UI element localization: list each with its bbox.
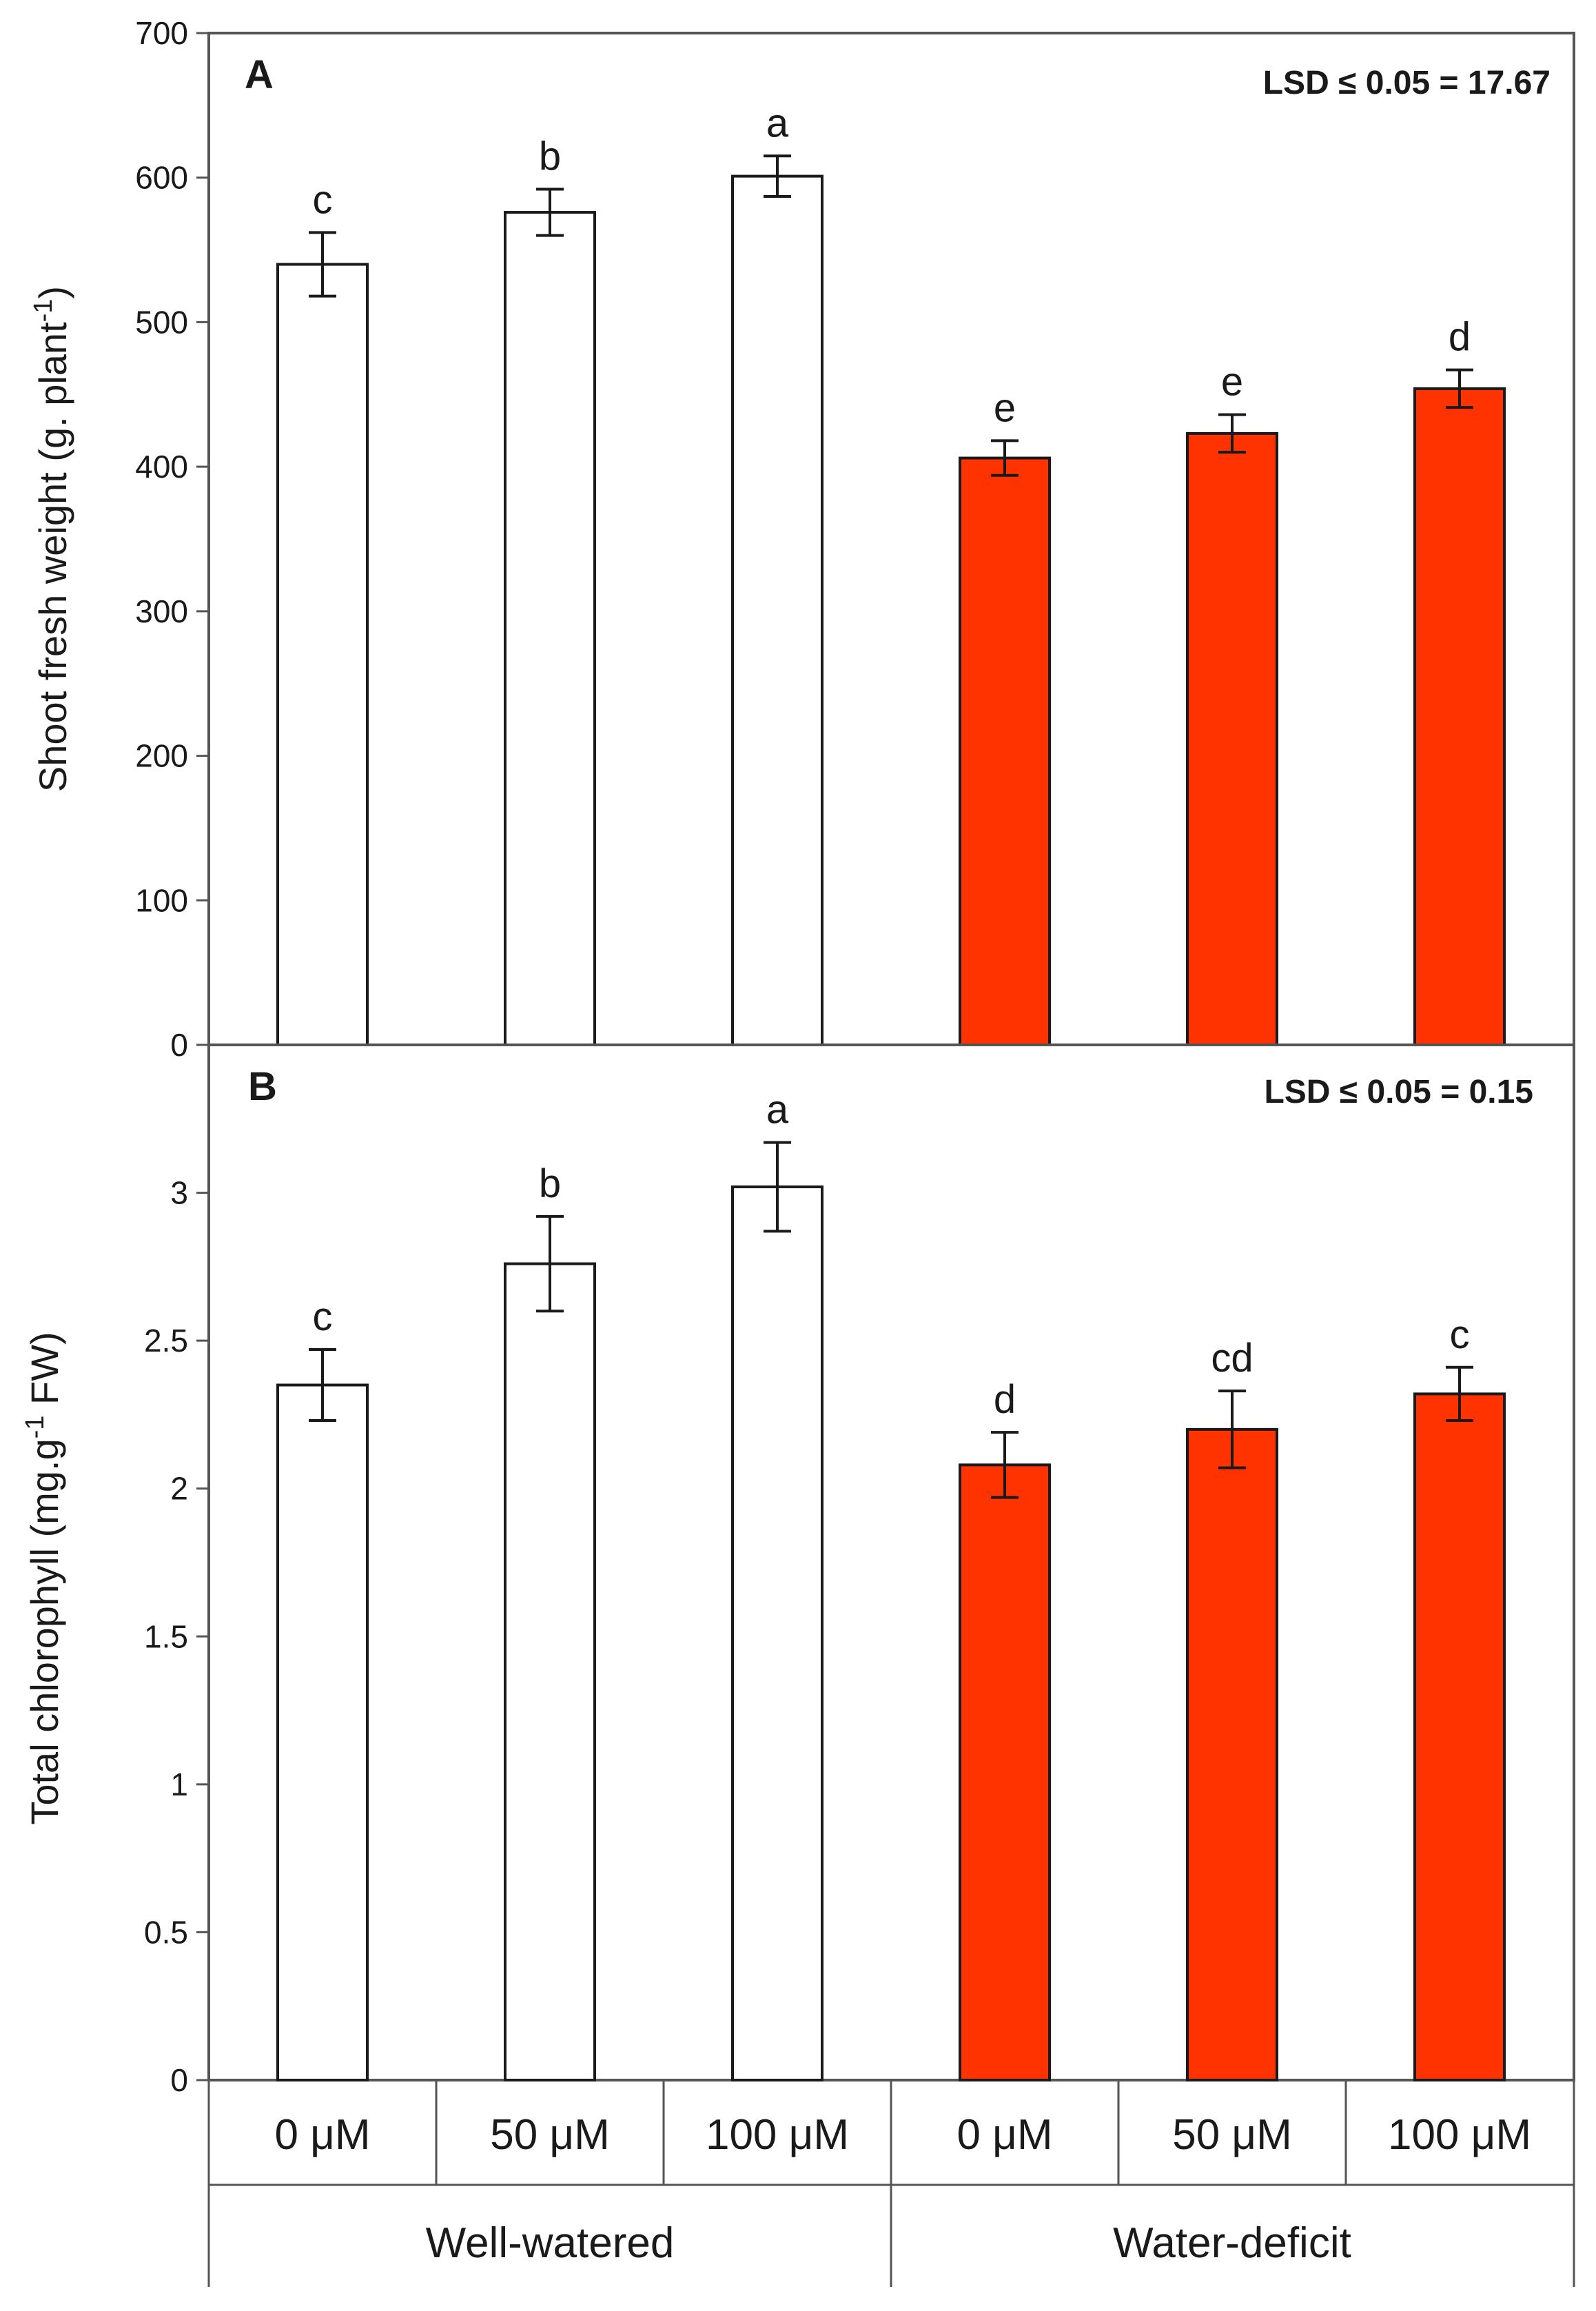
significance-letter: e	[1221, 360, 1243, 405]
bar	[276, 263, 369, 1046]
significance-letter: d	[1449, 315, 1471, 360]
y-tick-label: 600	[135, 160, 188, 196]
y-tick-label: 700	[135, 15, 188, 51]
error-bar	[764, 154, 791, 198]
panel-b-label: B	[248, 1064, 277, 1109]
bar	[1413, 1392, 1506, 2081]
panel-a-y-axis-label: Shoot fresh weight (g. plant-1)	[29, 286, 74, 792]
error-bar	[536, 1214, 564, 1313]
panel-a-y-axis: 0 100 200 300 400 500 600 700	[135, 15, 209, 1063]
bar	[731, 174, 823, 1046]
panel-a-y-label-main: Shoot fresh weight (g. plant	[31, 322, 74, 792]
y-tick-label: 500	[135, 304, 188, 340]
y-tick-label: 100	[135, 882, 188, 918]
error-bar	[536, 187, 564, 237]
significance-letter: b	[539, 134, 561, 179]
y-tick-label: 400	[135, 449, 188, 485]
panel-b-y-label-sup: -1	[21, 1416, 50, 1439]
panel-a-label: A	[245, 52, 274, 97]
panel-a: 0 100 200 300 400 500 600 700 c b a e e d A LSD ≤ 0.…	[29, 15, 1575, 1063]
significance-letter: a	[766, 1088, 789, 1132]
x-category-label: 0 μM	[274, 2111, 370, 2159]
panel-a-y-label-sup: -1	[29, 299, 58, 323]
x-category-label: 100 μM	[1388, 2111, 1531, 2159]
x-group-label-well-watered: Well-watered	[426, 2219, 675, 2267]
error-bar	[1446, 1365, 1473, 1423]
error-bar	[991, 439, 1019, 477]
category-axis-table: 0 μM 50 μM 100 μM 0 μM 50 μM 100 μM Well…	[207, 2080, 1575, 2287]
bar	[731, 1185, 823, 2081]
bar	[504, 1262, 596, 2081]
panel-b-y-axis-label: Total chlorophyll (mg.g-1 FW)	[21, 1332, 66, 1824]
bar	[959, 1463, 1051, 2081]
x-category-label: 100 μM	[706, 2111, 849, 2159]
error-bar	[1218, 413, 1246, 454]
y-tick-label: 3	[170, 1175, 188, 1211]
y-tick-label: 0	[170, 2062, 188, 2098]
x-category-label: 0 μM	[956, 2111, 1052, 2159]
error-bar	[764, 1141, 791, 1233]
significance-letter: cd	[1211, 1336, 1253, 1381]
y-tick-label: 200	[135, 738, 188, 774]
panel-b-y-label-main: Total chlorophyll (mg.g	[23, 1438, 66, 1824]
significance-letter: c	[1450, 1312, 1470, 1357]
panel-b-y-label-end: FW)	[23, 1332, 66, 1415]
bar	[1186, 1427, 1278, 2081]
y-tick-label: 1	[170, 1767, 188, 1802]
significance-letter: c	[313, 1294, 333, 1339]
y-tick-label: 1.5	[144, 1618, 188, 1654]
significance-letter: e	[994, 385, 1016, 430]
bar	[1413, 387, 1506, 1046]
y-tick-label: 2.5	[144, 1323, 188, 1358]
error-bar	[1446, 368, 1473, 409]
panel-a-y-label-end: )	[31, 286, 74, 299]
x-category-label: 50 μM	[1172, 2111, 1292, 2159]
significance-letter: c	[313, 177, 333, 222]
bar	[1186, 431, 1278, 1046]
y-tick-label: 2	[170, 1471, 188, 1507]
panel-a-frame	[207, 32, 1575, 1046]
bar	[504, 211, 596, 1047]
significance-letter: b	[539, 1161, 561, 1206]
panel-b-y-axis: 0 0.5 1 1.5 2 2.5 3	[144, 1175, 209, 2098]
error-bar	[1218, 1389, 1246, 1469]
y-tick-label: 300	[135, 593, 188, 629]
bar	[959, 456, 1051, 1046]
significance-letter: d	[994, 1377, 1016, 1422]
panel-b-frame	[207, 1043, 1575, 2081]
error-bar	[991, 1431, 1019, 1499]
significance-letter: a	[766, 101, 789, 145]
panel-b: 0 0.5 1 1.5 2 2.5 3 c b a d cd c B LSD ≤ 0.05 = 0.1…	[21, 1043, 1575, 2098]
y-tick-label: 0	[170, 1027, 188, 1063]
x-category-label: 50 μM	[490, 2111, 610, 2159]
bar	[276, 1383, 369, 2081]
panel-b-lsd-annotation: LSD ≤ 0.05 = 0.15	[1264, 1074, 1533, 1110]
error-bar	[309, 1348, 336, 1423]
x-group-label-water-deficit: Water-deficit	[1113, 2219, 1351, 2267]
y-tick-label: 0.5	[144, 1914, 188, 1950]
panel-a-bars: c b a e e d	[276, 101, 1506, 1047]
panel-b-bars: c b a d cd c	[276, 1088, 1506, 2081]
panel-a-lsd-annotation: LSD ≤ 0.05 = 17.67	[1263, 65, 1551, 101]
error-bar	[309, 231, 336, 298]
